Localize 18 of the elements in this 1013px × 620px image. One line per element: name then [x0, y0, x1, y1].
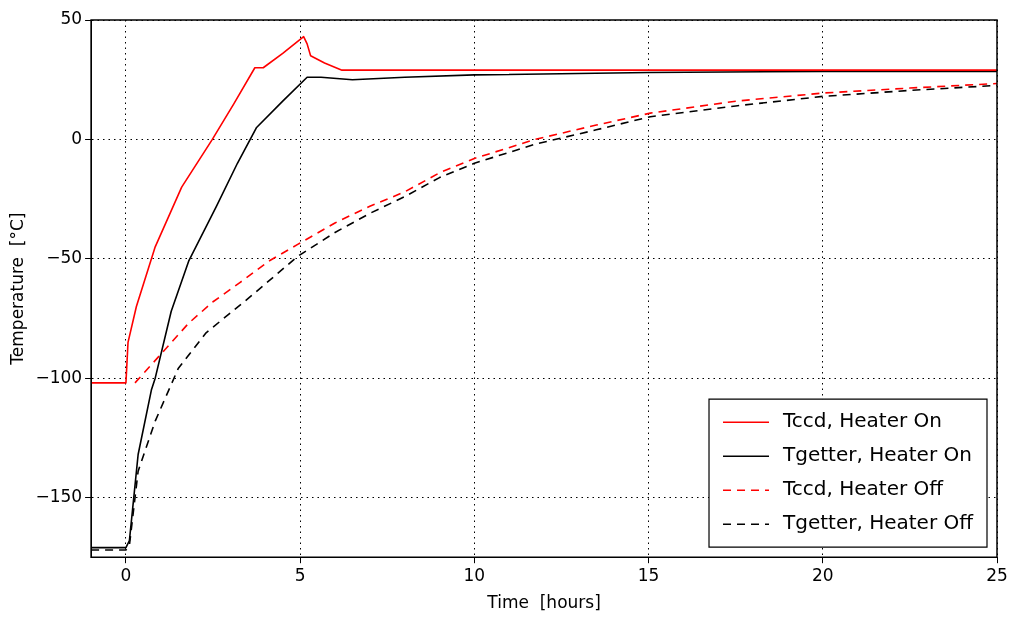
legend-label: Tgetter, Heater On [782, 442, 972, 467]
x-axis-title: Time [hours] [486, 592, 601, 613]
y-tick-label: −50 [46, 247, 83, 268]
legend-label: Tccd, Heater On [782, 408, 942, 433]
x-tick-label: 20 [811, 564, 834, 585]
x-tick-label: 15 [637, 564, 660, 585]
y-axis-title: Temperature [°C] [6, 212, 27, 366]
x-tick-label: 5 [294, 564, 306, 585]
legend-label: Tgetter, Heater Off [782, 510, 975, 535]
x-tick-label: 0 [120, 564, 132, 585]
x-tick-label: 10 [463, 564, 486, 585]
line-series [134, 82, 997, 384]
y-tick-label: −100 [35, 366, 83, 387]
legend-label: Tccd, Heater Off [782, 476, 945, 501]
x-tick-label: 25 [986, 564, 1008, 585]
y-tick-label: 0 [71, 127, 83, 148]
y-tick-label: 50 [60, 8, 83, 29]
y-tick-label: −150 [35, 485, 83, 506]
